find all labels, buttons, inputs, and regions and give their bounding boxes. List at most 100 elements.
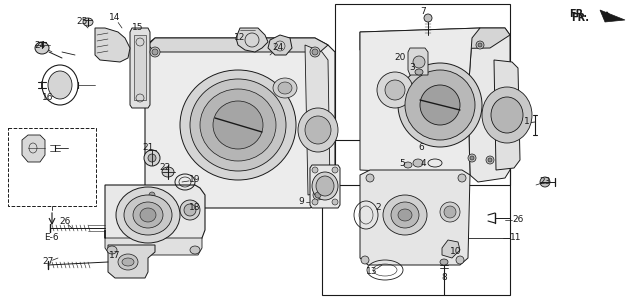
Polygon shape xyxy=(468,28,510,182)
Text: 26: 26 xyxy=(512,216,524,224)
Ellipse shape xyxy=(405,70,475,140)
Ellipse shape xyxy=(48,71,72,99)
Polygon shape xyxy=(442,240,460,258)
Polygon shape xyxy=(95,28,130,62)
Ellipse shape xyxy=(310,47,320,57)
Text: 22: 22 xyxy=(159,164,171,172)
Ellipse shape xyxy=(305,116,331,144)
Ellipse shape xyxy=(312,167,318,173)
Text: 21: 21 xyxy=(142,143,154,153)
Text: 23: 23 xyxy=(540,178,550,186)
Ellipse shape xyxy=(413,159,423,167)
Ellipse shape xyxy=(404,162,412,168)
Ellipse shape xyxy=(488,158,492,162)
Ellipse shape xyxy=(313,190,323,200)
Text: 24: 24 xyxy=(35,40,45,50)
Polygon shape xyxy=(108,245,155,278)
Text: 11: 11 xyxy=(510,233,522,243)
Polygon shape xyxy=(236,28,268,52)
Ellipse shape xyxy=(152,49,158,55)
Polygon shape xyxy=(494,60,520,170)
Ellipse shape xyxy=(440,202,460,222)
Ellipse shape xyxy=(273,78,297,98)
Text: 18: 18 xyxy=(189,203,201,212)
Text: 10: 10 xyxy=(451,247,461,257)
Text: 1: 1 xyxy=(524,118,530,126)
Text: 8: 8 xyxy=(441,274,447,282)
Ellipse shape xyxy=(190,79,286,171)
Polygon shape xyxy=(360,28,480,175)
Ellipse shape xyxy=(420,85,460,125)
Polygon shape xyxy=(360,170,470,265)
Bar xyxy=(134,35,146,100)
Ellipse shape xyxy=(162,167,174,177)
Ellipse shape xyxy=(444,206,456,218)
Text: 20: 20 xyxy=(394,54,406,63)
Ellipse shape xyxy=(366,174,374,182)
Polygon shape xyxy=(145,38,335,208)
Ellipse shape xyxy=(383,195,427,235)
Ellipse shape xyxy=(278,82,292,94)
Polygon shape xyxy=(130,28,150,108)
Ellipse shape xyxy=(148,154,156,162)
Polygon shape xyxy=(305,45,330,195)
Text: 17: 17 xyxy=(109,250,121,260)
Ellipse shape xyxy=(424,14,432,22)
Ellipse shape xyxy=(413,56,425,68)
Text: 16: 16 xyxy=(42,94,54,102)
Polygon shape xyxy=(268,35,292,55)
Ellipse shape xyxy=(456,256,464,264)
Ellipse shape xyxy=(147,190,157,200)
Text: 3: 3 xyxy=(409,64,415,72)
Text: 7: 7 xyxy=(420,8,426,16)
Ellipse shape xyxy=(385,80,405,100)
Ellipse shape xyxy=(200,89,276,161)
Ellipse shape xyxy=(332,199,338,205)
Bar xyxy=(335,4,510,185)
Text: 27: 27 xyxy=(42,257,54,267)
Polygon shape xyxy=(22,135,45,162)
Polygon shape xyxy=(600,10,625,22)
Ellipse shape xyxy=(116,187,180,243)
Ellipse shape xyxy=(150,47,160,57)
Ellipse shape xyxy=(458,174,466,182)
Ellipse shape xyxy=(124,195,172,235)
Ellipse shape xyxy=(315,192,321,198)
Text: 13: 13 xyxy=(366,268,378,277)
Ellipse shape xyxy=(140,208,156,222)
Text: 4: 4 xyxy=(420,158,426,168)
Ellipse shape xyxy=(391,202,419,228)
Ellipse shape xyxy=(468,154,476,162)
Ellipse shape xyxy=(470,156,474,160)
Ellipse shape xyxy=(478,43,482,47)
Text: 15: 15 xyxy=(132,23,144,33)
Text: 24: 24 xyxy=(273,43,284,53)
Ellipse shape xyxy=(107,246,117,254)
Ellipse shape xyxy=(540,177,550,187)
Text: 14: 14 xyxy=(109,13,121,22)
Text: FR.: FR. xyxy=(569,9,587,19)
Polygon shape xyxy=(408,48,428,75)
Text: E-6: E-6 xyxy=(44,233,59,243)
Bar xyxy=(8,128,96,206)
Ellipse shape xyxy=(122,258,134,266)
Ellipse shape xyxy=(118,254,138,270)
Ellipse shape xyxy=(377,72,413,108)
Ellipse shape xyxy=(486,156,494,164)
Ellipse shape xyxy=(482,87,532,143)
Ellipse shape xyxy=(398,63,482,147)
Ellipse shape xyxy=(332,167,338,173)
Ellipse shape xyxy=(476,41,484,49)
Ellipse shape xyxy=(398,209,412,221)
Text: FR.: FR. xyxy=(571,13,589,23)
Ellipse shape xyxy=(180,70,296,180)
Polygon shape xyxy=(105,230,202,255)
Ellipse shape xyxy=(361,256,369,264)
Text: 5: 5 xyxy=(399,158,405,168)
Ellipse shape xyxy=(184,204,196,216)
Ellipse shape xyxy=(133,202,163,228)
Ellipse shape xyxy=(35,42,49,54)
Polygon shape xyxy=(360,28,510,50)
Text: 25: 25 xyxy=(76,18,88,26)
Ellipse shape xyxy=(491,97,523,133)
